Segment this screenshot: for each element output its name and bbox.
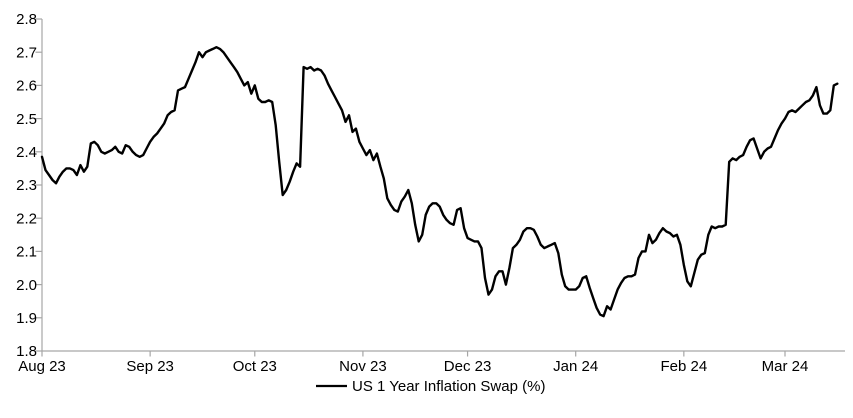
series-line xyxy=(40,46,839,318)
x-tick-label: Jan 24 xyxy=(553,358,598,375)
legend-label: US 1 Year Inflation Swap (%) xyxy=(352,378,545,395)
y-tick-label: 2.6 xyxy=(16,78,37,95)
legend: US 1 Year Inflation Swap (%) xyxy=(316,378,545,395)
x-axis: Aug 23 Sep 23 Oct 23 Nov 23 Dec 23 Jan 24 Feb … xyxy=(18,350,845,375)
y-tick-label: 2.8 xyxy=(16,11,37,28)
y-tick-label: 2.7 xyxy=(16,44,37,61)
x-tick-label: Aug 23 xyxy=(18,358,66,375)
y-tick-label: 2.5 xyxy=(16,111,37,128)
y-tick-label: 1.8 xyxy=(16,343,37,360)
x-tick-label: Nov 23 xyxy=(339,358,387,375)
y-tick-label: 2.1 xyxy=(16,244,37,261)
y-tick-label: 2.4 xyxy=(16,144,37,161)
y-tick-label: 2.2 xyxy=(16,210,37,227)
x-tick-label: Oct 23 xyxy=(233,358,277,375)
y-tick-label: 1.9 xyxy=(16,310,37,327)
x-tick-label: Mar 24 xyxy=(762,358,809,375)
x-tick-label: Dec 23 xyxy=(444,358,492,375)
x-tick-label: Feb 24 xyxy=(660,358,707,375)
x-tick-label: Sep 23 xyxy=(126,358,174,375)
y-tick-label: 2.0 xyxy=(16,277,37,294)
y-axis: 2.8 2.7 2.6 2.5 2.4 2.3 2.2 2.1 2.0 1.9 1.8 xyxy=(16,11,43,360)
y-tick-label: 2.3 xyxy=(16,177,37,194)
